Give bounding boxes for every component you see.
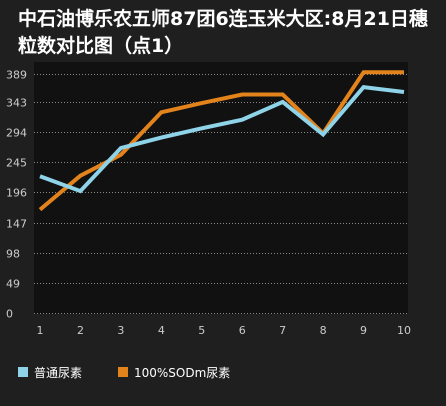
- x-tick-label: 9: [360, 324, 367, 337]
- grid-lines: [34, 74, 408, 314]
- legend: 普通尿素 100%SODm尿素: [0, 354, 446, 392]
- legend-label-series-2: 100%SODm尿素: [134, 366, 231, 380]
- x-tick-label: 2: [77, 324, 84, 337]
- x-axis-ticks: 1 2 3 4 5 6 7 8 9 10: [37, 324, 412, 337]
- series-line-1: [39, 84, 405, 194]
- x-tick-label: 10: [397, 324, 411, 337]
- y-tick-label: 343: [6, 97, 27, 110]
- x-tick-label: 6: [239, 324, 246, 337]
- x-tick-label: 3: [117, 324, 124, 337]
- x-tick-label: 4: [158, 324, 165, 337]
- series-line-2: [38, 70, 404, 212]
- legend-swatch-series-2: [118, 367, 128, 377]
- plot-area: [34, 62, 408, 314]
- y-tick-label: 196: [6, 187, 27, 200]
- legend-swatch-series-1: [18, 367, 28, 377]
- legend-label-series-1: 普通尿素: [34, 366, 83, 380]
- y-axis-ticks: 0 49 98 147 196 245 294 343 389: [6, 69, 27, 321]
- x-tick-label: 8: [320, 324, 327, 337]
- x-tick-label: 7: [279, 324, 286, 337]
- y-tick-label: 0: [6, 308, 13, 321]
- series-lines: [38, 70, 405, 212]
- y-tick-label: 294: [6, 127, 27, 140]
- y-tick-label: 98: [6, 248, 20, 261]
- y-tick-label: 245: [6, 157, 27, 170]
- x-tick-label: 1: [37, 324, 44, 337]
- y-tick-label: 147: [6, 218, 27, 231]
- y-tick-label: 389: [6, 69, 27, 82]
- x-tick-label: 5: [198, 324, 205, 337]
- chart-title: 中石油博乐农五师87团6连玉米大区:8月21日穗粒数对比图（点1）: [18, 8, 428, 57]
- y-tick-label: 49: [6, 278, 20, 291]
